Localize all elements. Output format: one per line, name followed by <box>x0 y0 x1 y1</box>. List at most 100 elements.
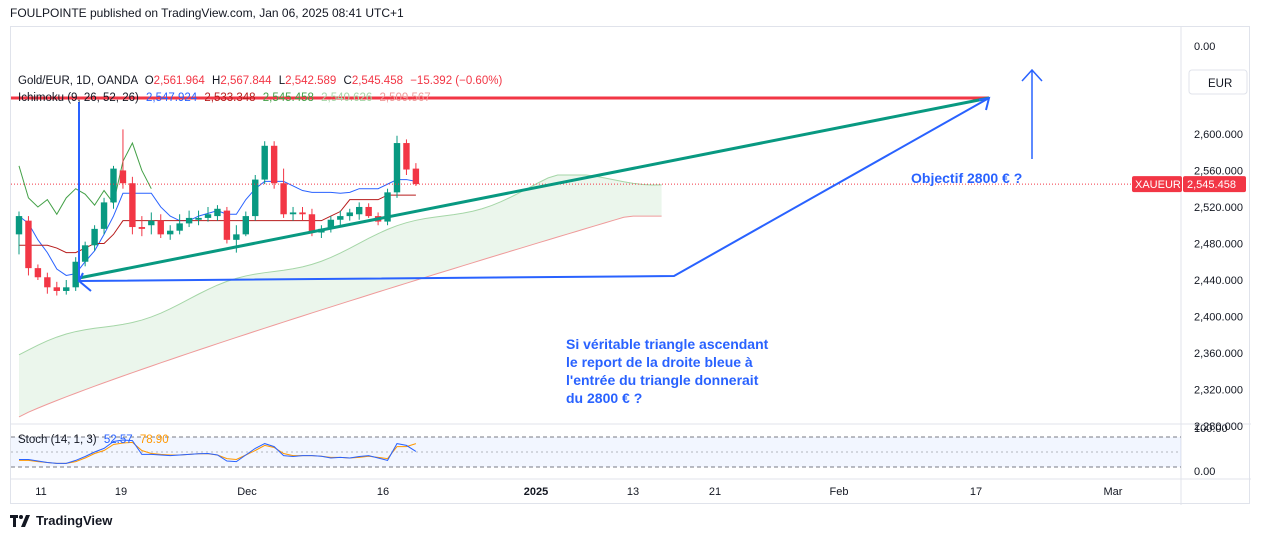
tradingview-logo-icon <box>10 514 30 527</box>
candle-body <box>25 220 32 269</box>
open-label: O <box>144 75 154 87</box>
price-badge-label: 2,545.458 <box>1187 179 1236 191</box>
ichimoku-cloud <box>19 175 662 417</box>
time-axis-label: 17 <box>970 486 982 498</box>
close-value: 2,545.458 <box>351 75 403 87</box>
arrow-head-left <box>77 272 92 292</box>
price-axis-tick: 2,440.000 <box>1194 275 1243 287</box>
stoch-k-value: 52.57 <box>103 434 133 446</box>
symbol-badge <box>1132 176 1182 193</box>
candle-body <box>403 143 410 170</box>
candle-body <box>270 145 278 184</box>
candle-body <box>157 220 164 235</box>
close-label: C <box>343 75 352 87</box>
time-axis-label: Feb <box>830 486 849 498</box>
stoch-axis-tick: 100.00 <box>1194 423 1228 435</box>
price-axis-tick: 2,600.000 <box>1194 129 1243 141</box>
open-value: 2,561.964 <box>153 75 205 87</box>
stoch-legend: Stoch (14, 1, 3) 52.57 78.90 <box>18 434 169 446</box>
candle-body <box>261 145 268 180</box>
ichimoku-spanB-value: 2,509.567 <box>379 92 431 104</box>
price-axis-tick: 2,480.000 <box>1194 238 1243 250</box>
candle-body <box>308 214 316 233</box>
candle-body <box>384 192 391 222</box>
price-axis-tick: 2,320.000 <box>1194 385 1243 397</box>
stoch-name: Stoch (14, 1, 3) <box>18 434 97 446</box>
candle-body <box>204 214 212 218</box>
price-axis-tick: 2,400.000 <box>1194 312 1243 324</box>
ichimoku-name: Ichimoku (9, 26, 52, 26) <box>18 92 139 104</box>
currency-button <box>1188 69 1248 95</box>
symbol-label: Gold/EUR, 1D, OANDA <box>18 75 138 87</box>
ichimoku-chikou-value: 2,545.458 <box>262 92 314 104</box>
candle-body <box>280 183 287 215</box>
ascending-support-line <box>78 96 990 280</box>
ichimoku-span-a <box>18 174 662 356</box>
candle-body <box>110 168 117 203</box>
candle-body <box>365 206 372 217</box>
high-label: H <box>212 75 221 87</box>
candle-body <box>34 268 42 278</box>
ichimoku-kijun-value: 2,533.348 <box>204 92 256 104</box>
candle-body <box>356 206 363 215</box>
triangle-note-line: Si véritable triangle ascendant <box>566 336 769 352</box>
candle-body <box>81 245 89 262</box>
time-axis-label: 21 <box>709 486 721 498</box>
triangle-note-line: l'entrée du triangle donnerait <box>566 372 759 388</box>
price-axis-top-label: 0.00 <box>1194 41 1215 53</box>
candle-body <box>148 220 155 226</box>
chart-frame[interactable]: Objectif 2800 € ? Si véritable triangle a… <box>10 26 1251 505</box>
stoch-k-line <box>19 439 417 464</box>
candle-body <box>346 212 353 217</box>
candle-body <box>44 277 51 288</box>
candle-body <box>393 143 401 193</box>
high-value: 2,567.844 <box>220 75 272 87</box>
triangle-note-line: le report de la droite bleue à <box>566 354 753 370</box>
candle-body <box>242 216 249 235</box>
ichimoku-spanA-value: 2,540.626 <box>321 92 373 104</box>
candle-body <box>233 234 240 240</box>
price-axis-tick: 2,560.000 <box>1194 165 1243 177</box>
low-label: L <box>278 75 286 87</box>
candle-body <box>223 210 231 240</box>
candle-body <box>15 216 23 235</box>
arrow-head-right <box>978 96 991 111</box>
candle-body <box>119 170 127 184</box>
stoch-d-value: 78.90 <box>139 434 169 446</box>
candle-body <box>214 208 221 217</box>
time-axis-label: 19 <box>115 486 127 498</box>
price-chart[interactable]: Objectif 2800 € ? Si véritable triangle a… <box>11 27 1251 505</box>
time-axis-label: Mar <box>1104 486 1123 498</box>
candle-body <box>167 230 174 235</box>
candle-body <box>53 287 60 291</box>
candle-body <box>129 183 136 228</box>
target-arrow-head <box>1021 68 1043 82</box>
currency-label: EUR <box>1208 78 1232 90</box>
ichimoku-span-b <box>18 215 662 418</box>
candle-body <box>327 219 335 229</box>
time-axis-label: 11 <box>35 486 46 498</box>
time-axis-label: 2025 <box>524 486 548 498</box>
stoch-axis-tick: 0.00 <box>1194 466 1215 478</box>
candle-body <box>185 217 193 224</box>
candle-body <box>289 212 297 215</box>
candle-body <box>252 179 259 217</box>
price-axis-tick: 2,520.000 <box>1194 202 1243 214</box>
candle-body <box>72 261 79 288</box>
ichimoku-chikou <box>18 141 152 216</box>
low-value: 2,542.589 <box>285 75 337 87</box>
candle-body <box>63 287 70 291</box>
ichimoku-legend: Ichimoku (9, 26, 52, 26) 2,547.924 2,533… <box>18 92 431 104</box>
time-axis-label: 13 <box>627 486 639 498</box>
time-axis-label: Dec <box>237 486 257 498</box>
objective-label: Objectif 2800 € ? <box>911 170 1022 186</box>
price-badge <box>1183 176 1246 193</box>
candle-body <box>100 202 108 229</box>
ohlc-legend: Gold/EUR, 1D, OANDA O2,561.964 H2,567.84… <box>18 75 502 87</box>
publish-header: FOULPOINTE published on TradingView.com,… <box>10 6 404 20</box>
price-axis-tick: 2,360.000 <box>1194 348 1243 360</box>
footer-brand[interactable]: TradingView <box>10 513 112 528</box>
candle-body <box>299 212 306 215</box>
projection-triangle <box>78 97 990 283</box>
candle-body <box>138 227 146 229</box>
